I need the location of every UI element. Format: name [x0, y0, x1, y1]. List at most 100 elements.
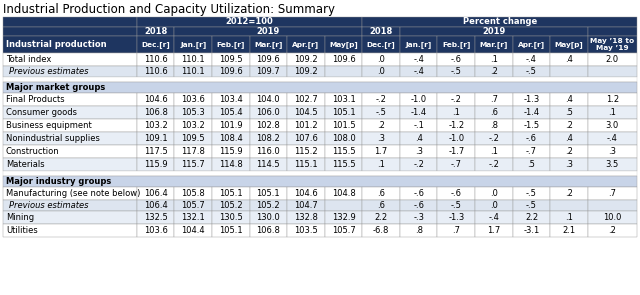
Text: -.4: -.4 [488, 213, 499, 222]
Text: -.1: -.1 [413, 121, 424, 130]
Bar [212, 119, 250, 132]
Bar [588, 36, 637, 53]
Bar [362, 187, 400, 200]
Text: .0: .0 [377, 55, 385, 64]
Bar [513, 93, 550, 106]
Text: 2018: 2018 [144, 27, 167, 36]
Text: -1.2: -1.2 [448, 121, 465, 130]
Bar [324, 145, 362, 158]
Bar [438, 106, 475, 119]
Bar [212, 106, 250, 119]
Text: May[p]: May[p] [555, 41, 584, 48]
Text: 104.8: 104.8 [332, 189, 355, 198]
Text: 132.9: 132.9 [332, 213, 355, 222]
Text: -1.4: -1.4 [524, 108, 540, 117]
Text: 101.9: 101.9 [219, 121, 243, 130]
Text: -.2: -.2 [488, 160, 499, 169]
Bar [550, 93, 588, 106]
Bar [588, 66, 637, 77]
Bar [287, 36, 324, 53]
Text: -.6: -.6 [413, 201, 424, 210]
Bar [513, 158, 550, 171]
Bar [3, 93, 137, 106]
Bar [550, 158, 588, 171]
Text: .1: .1 [565, 213, 573, 222]
Text: .8: .8 [490, 121, 498, 130]
Text: 110.1: 110.1 [181, 55, 205, 64]
Bar [137, 27, 174, 36]
Bar [174, 187, 212, 200]
Bar [400, 53, 438, 66]
Text: 105.7: 105.7 [181, 201, 205, 210]
Bar [400, 158, 438, 171]
Text: 105.1: 105.1 [332, 108, 355, 117]
Bar [3, 132, 137, 145]
Text: 2.0: 2.0 [606, 55, 619, 64]
Text: .0: .0 [490, 201, 498, 210]
Text: .6: .6 [490, 108, 498, 117]
Bar [324, 119, 362, 132]
Bar [550, 119, 588, 132]
Text: May ’18 to
May ’19: May ’18 to May ’19 [590, 38, 634, 51]
Bar [475, 106, 513, 119]
Bar [513, 53, 550, 66]
Bar [212, 36, 250, 53]
Text: 103.6: 103.6 [143, 226, 168, 235]
Bar [174, 36, 212, 53]
Bar [588, 187, 637, 200]
Bar [250, 211, 287, 224]
Bar [3, 66, 137, 77]
Text: 106.8: 106.8 [257, 226, 280, 235]
Bar [400, 66, 438, 77]
Bar [588, 200, 637, 211]
Bar [174, 145, 212, 158]
Text: Mar.[r]: Mar.[r] [479, 41, 508, 48]
Bar [250, 224, 287, 237]
Bar [513, 119, 550, 132]
Text: -.6: -.6 [451, 55, 462, 64]
Text: 132.1: 132.1 [181, 213, 205, 222]
Bar [324, 211, 362, 224]
Bar [362, 132, 400, 145]
Text: .3: .3 [565, 160, 573, 169]
Bar [3, 187, 137, 200]
Text: 103.5: 103.5 [294, 226, 318, 235]
Bar [588, 119, 637, 132]
Text: Major industry groups: Major industry groups [6, 177, 111, 186]
Text: .4: .4 [565, 95, 573, 104]
Bar [324, 200, 362, 211]
Bar [250, 66, 287, 77]
Text: .7: .7 [452, 226, 460, 235]
Text: -.5: -.5 [526, 189, 537, 198]
Text: .5: .5 [565, 108, 573, 117]
Bar [3, 53, 137, 66]
Bar [438, 93, 475, 106]
Bar [250, 158, 287, 171]
Bar [174, 211, 212, 224]
Text: 2018: 2018 [369, 27, 393, 36]
Text: 117.5: 117.5 [143, 147, 168, 156]
Bar [174, 158, 212, 171]
Bar [400, 106, 438, 119]
Text: 109.5: 109.5 [219, 55, 243, 64]
Bar [362, 66, 400, 77]
Text: .2: .2 [490, 67, 498, 76]
Text: 2.2: 2.2 [525, 213, 538, 222]
Text: Apr.[r]: Apr.[r] [518, 41, 545, 48]
Bar [400, 119, 438, 132]
Bar [137, 158, 174, 171]
Text: 103.2: 103.2 [181, 121, 205, 130]
Bar [475, 158, 513, 171]
Bar [362, 158, 400, 171]
Bar [174, 27, 362, 36]
Text: 2.1: 2.1 [563, 226, 575, 235]
Bar [137, 132, 174, 145]
Bar [362, 93, 400, 106]
Text: 109.2: 109.2 [294, 67, 317, 76]
Text: 103.6: 103.6 [181, 95, 205, 104]
Text: 114.8: 114.8 [219, 160, 243, 169]
Text: Percent change: Percent change [463, 17, 537, 27]
Bar [438, 66, 475, 77]
Text: -1.0: -1.0 [448, 134, 465, 143]
Bar [400, 27, 588, 36]
